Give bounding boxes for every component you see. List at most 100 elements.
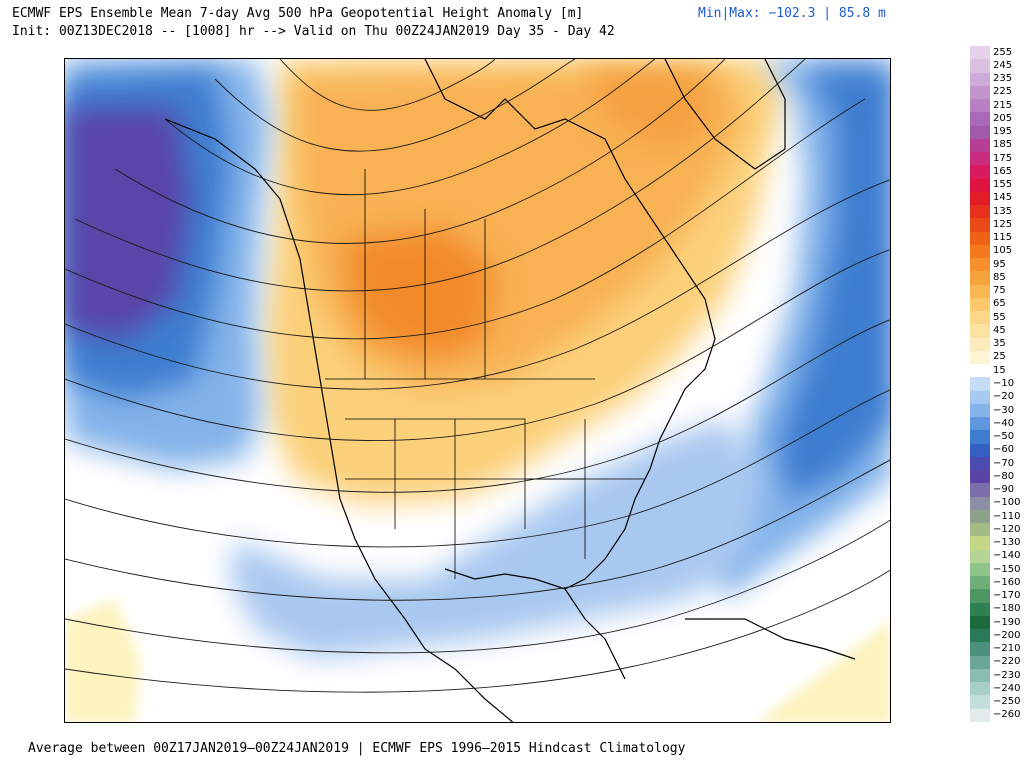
colorbar-label: 125	[993, 218, 1013, 230]
colorbar-swatch	[970, 72, 990, 87]
colorbar-label: 165	[993, 165, 1013, 177]
colorbar-label: −210	[993, 643, 1021, 655]
colorbar-label: 55	[993, 311, 1006, 323]
colorbar-swatch	[970, 523, 990, 537]
colorbar-swatch	[970, 682, 990, 696]
colorbar-label: 135	[993, 205, 1013, 217]
colorbar-label: 145	[993, 192, 1013, 204]
colorbar-swatch	[970, 85, 990, 100]
colorbar-swatch	[970, 191, 990, 206]
colorbar-label: 185	[993, 139, 1013, 151]
colorbar-label: 205	[993, 112, 1013, 124]
colorbar-swatch	[970, 125, 990, 140]
colorbar-label: −220	[993, 656, 1021, 668]
colorbar-swatch	[970, 138, 990, 153]
colorbar-label: −140	[993, 550, 1021, 562]
colorbar-swatch	[970, 297, 990, 312]
colorbar-label: 255	[993, 46, 1013, 58]
colorbar-label: −80	[993, 470, 1015, 482]
colorbar-swatch	[970, 483, 990, 498]
colorbar-swatch	[970, 337, 990, 352]
chart-title: ECMWF EPS Ensemble Mean 7-day Avg 500 hP…	[12, 6, 584, 21]
colorbar-label: 75	[993, 285, 1006, 297]
colorbar-label: −150	[993, 563, 1021, 575]
colorbar-swatch	[970, 390, 990, 405]
height-contours	[65, 59, 890, 693]
colorbar-label: 95	[993, 258, 1006, 270]
colorbar-label: −100	[993, 497, 1021, 509]
colorbar-swatch	[970, 258, 990, 272]
colorbar-label: 225	[993, 86, 1013, 98]
political-boundaries	[325, 169, 645, 579]
anomaly-map	[64, 58, 891, 723]
colorbar-label: −10	[993, 378, 1015, 389]
colorbar-label: −170	[993, 590, 1021, 602]
colorbar-label: 155	[993, 179, 1013, 191]
colorbar-label: −110	[993, 510, 1021, 522]
colorbar-label: −20	[993, 391, 1015, 403]
colorbar-label: −50	[993, 431, 1015, 443]
colorbar-swatch	[970, 271, 990, 286]
colorbar-label: 105	[993, 245, 1013, 257]
anomaly-shading	[65, 59, 890, 722]
colorbar-label: −180	[993, 603, 1021, 615]
init-valid-line: Init: 00Z13DEC2018 -- [1008] hr --> Vali…	[12, 24, 615, 39]
colorbar-swatch	[970, 509, 990, 524]
colorbar-swatch	[970, 46, 990, 60]
colorbar-label: −250	[993, 696, 1021, 708]
colorbar-swatch	[970, 99, 990, 113]
colorbar-label: −120	[993, 523, 1021, 535]
colorbar-label: 215	[993, 99, 1013, 111]
colorbar-label: −230	[993, 669, 1021, 681]
colorbar-label: −60	[993, 444, 1015, 456]
colorbar-swatch	[970, 708, 990, 723]
colorbar-label: −90	[993, 484, 1015, 496]
colorbar-label: −260	[993, 709, 1021, 721]
colorbar-swatch	[970, 165, 990, 180]
colorbar-swatch	[970, 642, 990, 657]
colorbar-swatch	[970, 536, 990, 551]
colorbar-swatch	[970, 443, 990, 458]
colorbar-label: 15	[993, 364, 1006, 376]
colorbar-swatch	[970, 589, 990, 604]
colorbar-swatch	[970, 205, 990, 219]
colorbar-label: 25	[993, 351, 1006, 363]
colorbar-label: −200	[993, 629, 1021, 641]
colorbar-label: −70	[993, 457, 1015, 469]
colorbar-swatch	[970, 629, 990, 643]
colorbar	[970, 46, 990, 723]
colorbar-swatch	[970, 244, 990, 259]
colorbar-swatch	[970, 562, 990, 577]
colorbar-swatch	[970, 615, 990, 630]
colorbar-label: −160	[993, 576, 1021, 588]
colorbar-swatch	[970, 695, 990, 710]
colorbar-swatch	[970, 311, 990, 325]
colorbar-label: 115	[993, 232, 1013, 244]
colorbar-swatch	[970, 496, 990, 511]
colorbar-label: 45	[993, 324, 1006, 336]
colorbar-label: −130	[993, 537, 1021, 549]
colorbar-label: 35	[993, 338, 1006, 350]
colorbar-swatch	[970, 456, 990, 471]
colorbar-swatch	[970, 403, 990, 418]
min-max-readout: Min|Max: −102.3 | 85.8 m	[698, 6, 886, 21]
colorbar-swatch	[970, 364, 990, 378]
colorbar-swatch	[970, 470, 990, 484]
colorbar-swatch	[970, 218, 990, 233]
colorbar-label: 85	[993, 271, 1006, 283]
colorbar-label: 245	[993, 59, 1013, 71]
colorbar-swatch	[970, 59, 990, 73]
colorbar-swatch	[970, 284, 990, 299]
colorbar-swatch	[970, 350, 990, 365]
colorbar-swatch	[970, 655, 990, 670]
colorbar-label: −240	[993, 682, 1021, 694]
colorbar-swatch	[970, 152, 990, 166]
colorbar-label: 195	[993, 126, 1013, 138]
colorbar-swatch	[970, 324, 990, 339]
colorbar-swatch	[970, 231, 990, 246]
colorbar-swatch	[970, 417, 990, 431]
colorbar-label: 65	[993, 298, 1006, 310]
colorbar-label: −190	[993, 616, 1021, 628]
colorbar-swatch	[970, 602, 990, 617]
coastlines	[164, 59, 856, 722]
